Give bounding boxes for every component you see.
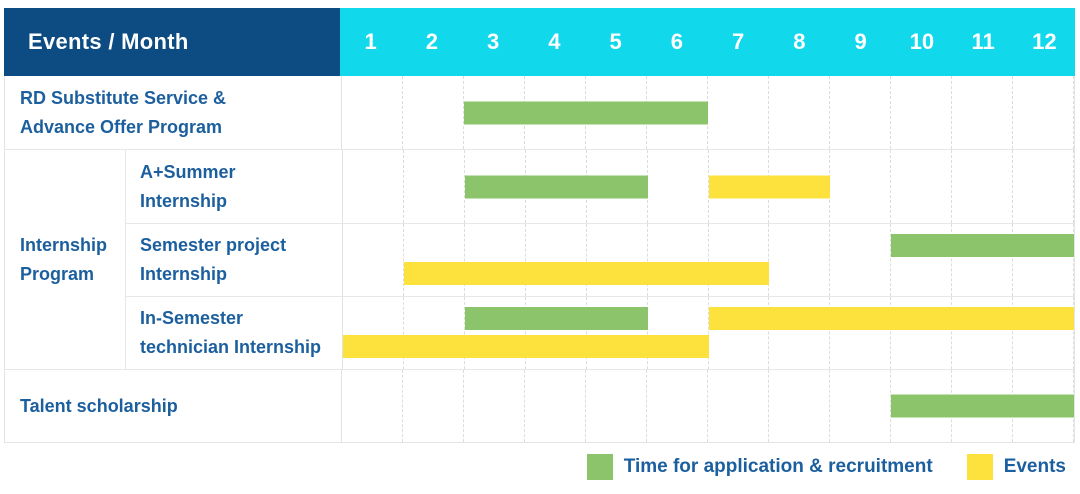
month-grid-cell — [404, 150, 465, 223]
month-header-cell: 12 — [1032, 29, 1057, 54]
gantt-bar-events — [708, 307, 1074, 330]
month-grid-cell — [404, 224, 465, 296]
table-row: Talent scholarship — [5, 369, 1074, 442]
month-header-cell: 7 — [732, 29, 745, 54]
month-grid-cell — [525, 370, 586, 442]
month-grid-cell — [952, 297, 1014, 369]
month-grid-cell — [891, 150, 953, 223]
gantt-bar-events — [343, 335, 709, 358]
month-grid-cell — [647, 370, 708, 442]
month-grid-cell — [343, 150, 404, 223]
table-header-row: Events / Month 1 2 3 4 5 6 7 8 9 10 11 12 — [4, 8, 1075, 76]
month-grid-cell — [648, 224, 709, 296]
month-grid-cell — [343, 297, 404, 369]
row-label: Talent scholarship — [20, 395, 178, 416]
month-grid-cell — [952, 76, 1013, 149]
legend-label: Events — [1003, 456, 1066, 477]
month-header-cell: 8 — [793, 29, 806, 54]
month-grid-cell — [891, 76, 952, 149]
month-header-cell: 2 — [425, 29, 438, 54]
month-grid-cell — [648, 297, 709, 369]
month-header-cell: 6 — [670, 29, 683, 54]
table-row: RD Substitute Service & Advance Offer Pr… — [5, 76, 1074, 149]
month-grid-cell — [891, 297, 953, 369]
month-grid-cell — [830, 370, 891, 442]
legend-swatch-recruitment — [586, 454, 613, 480]
month-grid-cell — [709, 297, 770, 369]
legend-item-recruitment: Time for application & recruitment — [586, 454, 933, 480]
legend: Time for application & recruitment Events — [586, 454, 1066, 480]
month-grid-cell — [465, 224, 526, 296]
month-grid-cell — [1013, 150, 1075, 223]
month-grid — [342, 297, 1075, 369]
legend-label: Time for application & recruitment — [623, 456, 933, 477]
table-row: Semester project Internship — [126, 223, 1075, 296]
month-grid-cell — [769, 297, 831, 369]
month-grid-cell — [769, 76, 830, 149]
month-grid-cell — [830, 224, 892, 296]
month-grid-cell — [830, 297, 892, 369]
gantt-bar-events — [708, 175, 831, 198]
month-grid-cell — [586, 370, 647, 442]
row-label: Semester project Internship — [140, 235, 287, 284]
gantt-bar-recruitment — [464, 101, 708, 124]
gantt-bar-recruitment — [891, 234, 1074, 257]
table-row: A+Summer Internship — [126, 150, 1075, 223]
month-grid-cell — [342, 370, 403, 442]
month-grid-cell — [465, 297, 526, 369]
month-grid-cell — [526, 297, 587, 369]
month-grid-cell — [891, 224, 953, 296]
month-grid-cell — [830, 150, 892, 223]
month-grid-cell — [587, 297, 648, 369]
month-grid-cell — [587, 224, 648, 296]
gantt-bar-recruitment — [464, 307, 648, 330]
group-rows: A+Summer Internship Semester project Inte… — [125, 150, 1075, 369]
month-grid-cell — [769, 370, 830, 442]
gantt-table: Events / Month 1 2 3 4 5 6 7 8 9 10 11 12 RD Substi… — [4, 8, 1075, 443]
month-grid — [342, 150, 1075, 223]
group-block: Internship Program A+Summer Internship Sem… — [5, 149, 1075, 369]
month-grid-cell — [769, 224, 831, 296]
month-grid-cell — [709, 224, 770, 296]
month-grid-cell — [952, 224, 1014, 296]
month-grid-cell — [830, 76, 891, 149]
month-grid-cell — [403, 76, 464, 149]
month-grid-cell — [1013, 297, 1075, 369]
month-grid-cell — [526, 224, 587, 296]
legend-item-events: Events — [966, 454, 1066, 480]
month-grid-cell — [1013, 224, 1075, 296]
row-label: A+Summer Internship — [140, 161, 236, 211]
month-grid-cell — [648, 150, 709, 223]
month-grid-cell — [343, 224, 404, 296]
month-header-cell: 11 — [971, 29, 995, 54]
table-body: RD Substitute Service & Advance Offer Pr… — [4, 76, 1075, 443]
row-label: RD Substitute Service & Advance Offer Pr… — [20, 87, 227, 137]
gantt-bar-events — [403, 262, 770, 285]
gantt-bar-recruitment — [464, 175, 648, 198]
month-grid-cell — [342, 76, 403, 149]
month-header-cell: 3 — [487, 29, 500, 54]
month-grid-cell — [708, 370, 769, 442]
table-header-label: Events / Month — [4, 8, 340, 76]
month-grid — [341, 370, 1074, 442]
month-grid — [342, 224, 1075, 296]
group-label: Internship Program — [20, 234, 108, 284]
month-grid — [341, 76, 1074, 149]
legend-swatch-events — [966, 454, 993, 480]
month-grid-cell — [403, 370, 464, 442]
month-header-cell: 1 — [364, 29, 377, 54]
month-header-row: 1 2 3 4 5 6 7 8 9 10 11 12 — [340, 8, 1075, 76]
month-header-cell: 10 — [909, 29, 935, 54]
month-header-cell: 9 — [854, 29, 867, 54]
month-grid-cell — [708, 76, 769, 149]
month-grid-cell — [464, 370, 525, 442]
month-grid-cell — [1013, 76, 1074, 149]
month-grid-cell — [952, 150, 1014, 223]
month-header-cell: 5 — [609, 29, 622, 54]
gantt-bar-recruitment — [891, 394, 1074, 418]
month-header-cell: 4 — [548, 29, 561, 54]
row-label: In-Semester technician Internship — [140, 308, 322, 357]
month-grid-cell — [404, 297, 465, 369]
table-row: In-Semester technician Internship — [126, 296, 1075, 369]
